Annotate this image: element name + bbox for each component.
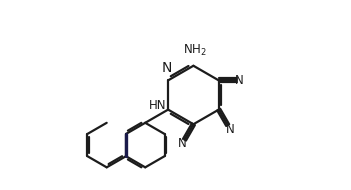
- Text: NH$_2$: NH$_2$: [183, 43, 207, 58]
- Text: N: N: [235, 74, 244, 87]
- Text: N: N: [226, 123, 235, 136]
- Text: HN: HN: [149, 98, 166, 112]
- Text: N: N: [178, 137, 186, 150]
- Text: N: N: [162, 61, 172, 75]
